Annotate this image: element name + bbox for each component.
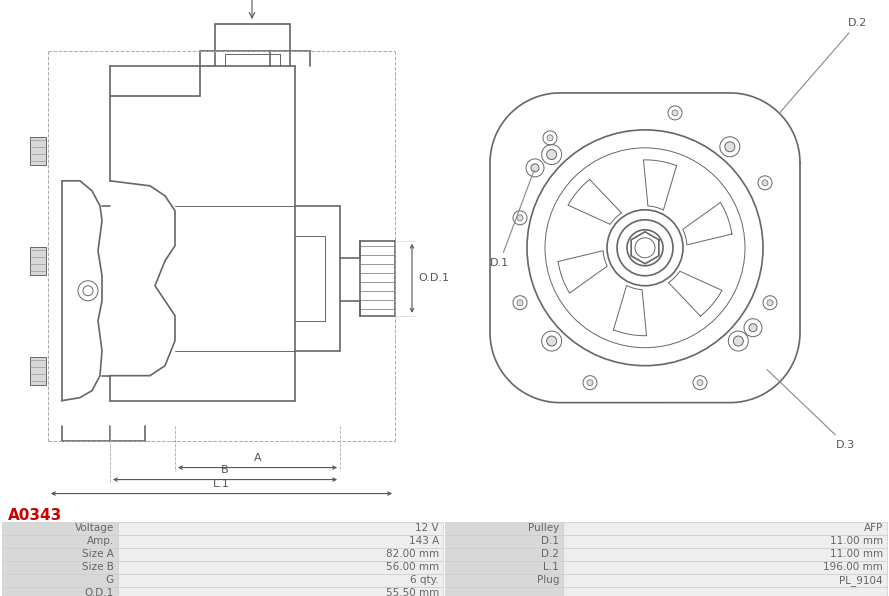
Text: 12 V: 12 V: [415, 523, 439, 533]
Text: D.2: D.2: [541, 550, 559, 559]
Text: D.1: D.1: [541, 536, 559, 547]
Text: 6 qty.: 6 qty.: [411, 575, 439, 585]
Bar: [2, 522, 118, 535]
Text: 56.00 mm: 56.00 mm: [386, 563, 439, 572]
Circle shape: [547, 135, 553, 141]
Circle shape: [547, 150, 557, 160]
Bar: [563, 548, 887, 561]
Bar: [2, 548, 118, 561]
Circle shape: [672, 110, 678, 116]
Bar: [445, 522, 563, 535]
Text: D.3: D.3: [767, 370, 855, 449]
Text: Voltage: Voltage: [75, 523, 114, 533]
Circle shape: [587, 380, 593, 386]
Bar: [118, 548, 443, 561]
Text: O.D.1: O.D.1: [418, 273, 449, 283]
Text: O.D.1: O.D.1: [84, 588, 114, 596]
Bar: [445, 535, 563, 548]
Circle shape: [517, 215, 523, 221]
Bar: [30, 137, 46, 165]
Bar: [2, 535, 118, 548]
Circle shape: [733, 336, 743, 346]
Bar: [563, 535, 887, 548]
Text: A0343: A0343: [8, 508, 62, 523]
Text: 196.00 mm: 196.00 mm: [823, 563, 883, 572]
Circle shape: [767, 300, 773, 306]
Text: D.2: D.2: [779, 18, 868, 114]
Bar: [563, 574, 887, 587]
Bar: [118, 522, 443, 535]
Bar: [30, 247, 46, 275]
Text: Amp.: Amp.: [87, 536, 114, 547]
Text: Pulley: Pulley: [528, 523, 559, 533]
Text: B: B: [221, 464, 228, 474]
Circle shape: [725, 142, 735, 152]
Text: Size B: Size B: [82, 563, 114, 572]
Text: 11.00 mm: 11.00 mm: [829, 550, 883, 559]
Circle shape: [749, 324, 757, 332]
Text: 82.00 mm: 82.00 mm: [386, 550, 439, 559]
Bar: [30, 356, 46, 384]
Text: A: A: [253, 452, 261, 462]
Text: 143 A: 143 A: [409, 536, 439, 547]
Bar: [2, 574, 118, 587]
Circle shape: [697, 380, 703, 386]
Bar: [445, 561, 563, 574]
Text: 55.50 mm: 55.50 mm: [386, 588, 439, 596]
Text: L.1: L.1: [543, 563, 559, 572]
Bar: [445, 548, 563, 561]
Bar: [563, 561, 887, 574]
Bar: [118, 561, 443, 574]
Bar: [445, 574, 563, 587]
Circle shape: [517, 300, 523, 306]
Text: 11.00 mm: 11.00 mm: [829, 536, 883, 547]
Text: Plug: Plug: [536, 575, 559, 585]
Circle shape: [531, 164, 539, 172]
Circle shape: [762, 180, 768, 186]
Bar: [445, 587, 563, 596]
Text: G: G: [106, 575, 114, 585]
Text: PL_9104: PL_9104: [839, 575, 883, 586]
Bar: [118, 587, 443, 596]
Bar: [2, 561, 118, 574]
Text: D.1: D.1: [490, 170, 534, 268]
Text: Size A: Size A: [82, 550, 114, 559]
Text: L.1: L.1: [213, 479, 230, 489]
Bar: [563, 587, 887, 596]
Bar: [118, 574, 443, 587]
Circle shape: [547, 336, 557, 346]
Bar: [2, 587, 118, 596]
Bar: [118, 535, 443, 548]
Text: AFP: AFP: [864, 523, 883, 533]
Bar: [563, 522, 887, 535]
